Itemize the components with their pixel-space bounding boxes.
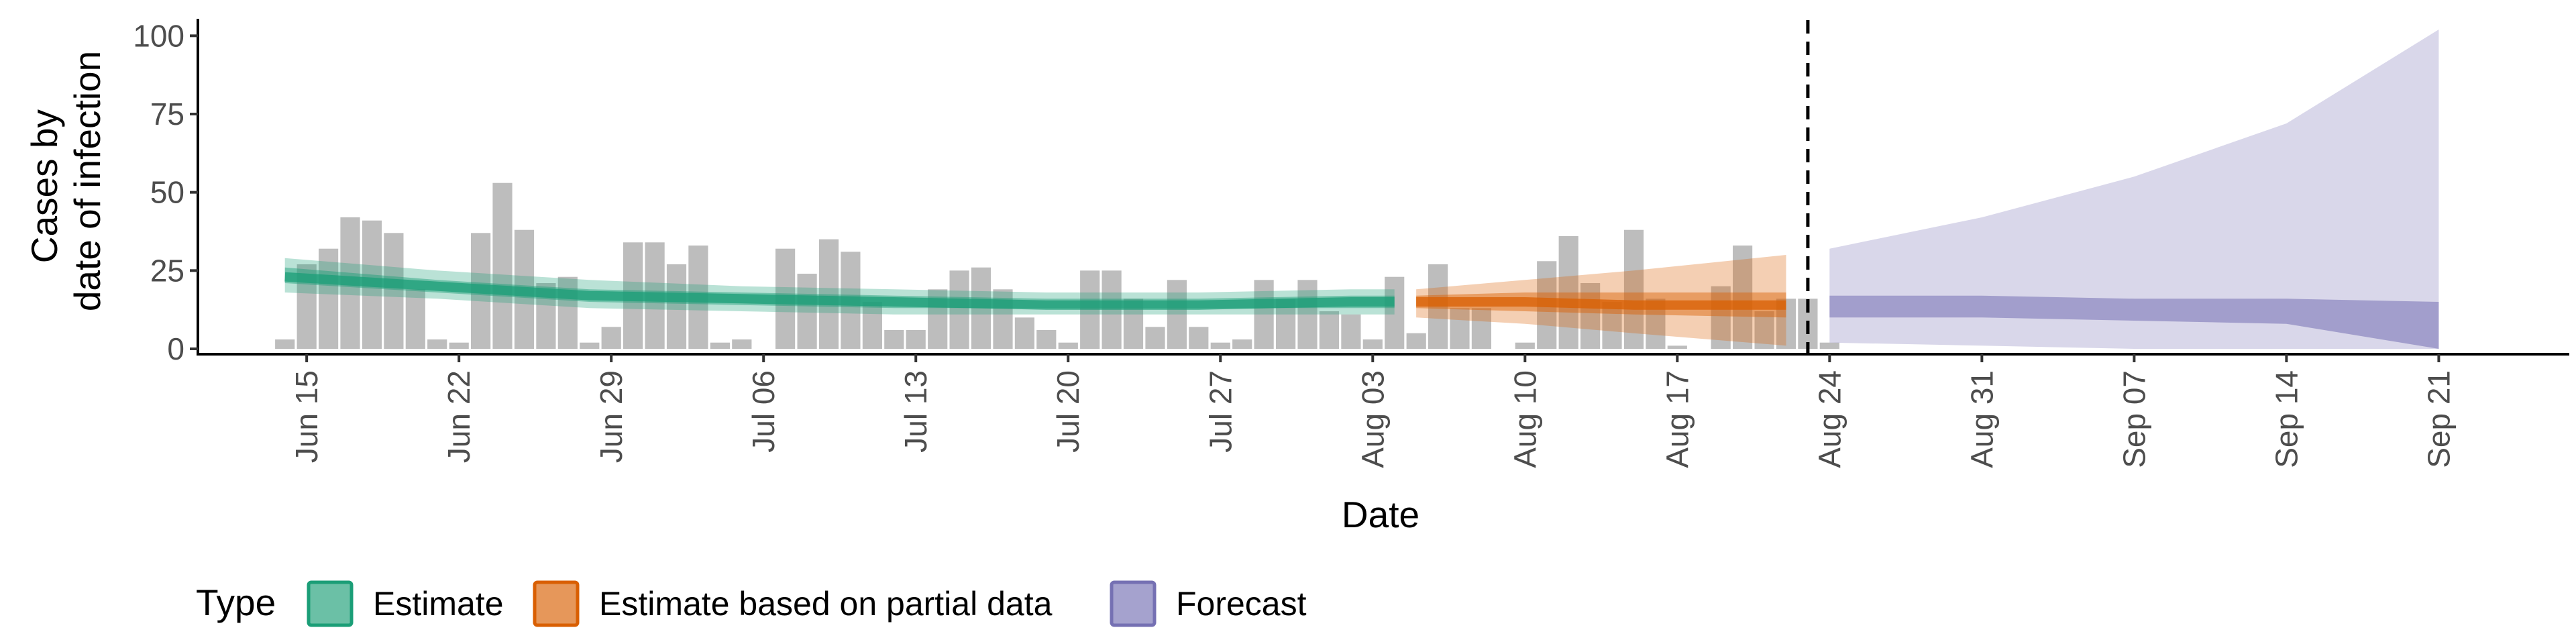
x-tick-label: Sep 07 <box>2116 370 2151 468</box>
case-bar <box>884 330 904 349</box>
x-tick-label: Aug 17 <box>1660 370 1695 468</box>
case-bar <box>492 182 513 349</box>
x-tick-label: Jun 22 <box>441 370 476 463</box>
case-bar <box>1819 342 1839 349</box>
legend: Type Estimate Estimate based on partial … <box>196 580 1307 627</box>
legend-swatch-estimate <box>307 580 354 627</box>
case-bar <box>666 264 687 349</box>
legend-title: Type <box>196 582 276 623</box>
case-bar <box>1254 280 1274 349</box>
case-bar <box>319 248 339 349</box>
x-tick-label: Sep 14 <box>2269 370 2304 468</box>
forecast-band-90 <box>1829 30 2439 349</box>
y-tick-label: 75 <box>150 97 184 131</box>
y-tick-label: 0 <box>167 331 184 366</box>
axes-layer: 0 25 50 75 100 Jun 15 Jun 22 Jun 29 Jul 06 Jul 13… <box>133 18 2569 468</box>
x-tick-label: Jun 29 <box>594 370 629 463</box>
case-bar <box>949 270 969 349</box>
case-bar <box>1450 308 1470 349</box>
y-tick-label: 100 <box>133 18 184 53</box>
case-bar <box>1580 283 1601 349</box>
y-tick-label: 50 <box>150 175 184 210</box>
case-bar <box>906 330 926 349</box>
x-tick-label: Jul 27 <box>1203 370 1238 453</box>
case-bar <box>1319 311 1339 349</box>
case-bar <box>1058 342 1078 349</box>
x-tick-label: Aug 10 <box>1507 370 1542 468</box>
case-bar <box>818 239 839 349</box>
case-bar <box>275 339 295 349</box>
x-tick-label: Aug 31 <box>1964 370 1999 468</box>
x-tick-label: Aug 24 <box>1812 370 1847 468</box>
case-bar <box>1623 229 1644 349</box>
legend-label-estimate-partial: Estimate based on partial data <box>599 585 1053 623</box>
case-bar <box>1406 333 1426 349</box>
ribbons-layer <box>284 30 2439 349</box>
y-tick-label: 25 <box>150 253 184 288</box>
x-axis-title: Date <box>1342 494 1419 535</box>
case-bar <box>384 233 404 349</box>
x-tick-label: Jun 15 <box>289 370 324 463</box>
case-bar <box>1711 286 1731 349</box>
case-bar <box>1036 330 1057 349</box>
case-bar <box>710 342 730 349</box>
case-bar <box>1145 327 1165 349</box>
case-bar <box>1167 280 1187 349</box>
case-bar <box>1733 246 1753 349</box>
case-bar <box>993 289 1013 349</box>
case-bar <box>557 276 578 349</box>
y-axis-title-line-2: date of infection <box>66 51 108 311</box>
y-axis-title-line-1: Cases by <box>23 109 65 264</box>
case-bar <box>1385 276 1405 349</box>
case-bar <box>1189 327 1209 349</box>
case-bar <box>1602 302 1622 349</box>
case-bar <box>580 342 600 349</box>
y-axis-title: Cases by date of infection <box>23 51 108 311</box>
case-bar <box>601 327 621 349</box>
x-tick-label: Jul 13 <box>898 370 933 453</box>
case-bar <box>1232 339 1252 349</box>
x-tick-label: Aug 03 <box>1355 370 1390 468</box>
estimate-band-90 <box>284 258 1395 315</box>
x-tick-label: Jul 20 <box>1051 370 1085 453</box>
case-bar <box>1471 308 1491 349</box>
legend-swatch-forecast <box>1110 580 1157 627</box>
case-bar <box>1362 339 1383 349</box>
case-bar <box>1014 317 1034 349</box>
case-bar <box>405 289 425 349</box>
case-bar <box>1667 345 1687 349</box>
legend-label-forecast: Forecast <box>1176 585 1307 623</box>
forecast-band-50 <box>1829 295 2439 349</box>
legend-swatch-estimate-partial <box>533 580 580 627</box>
case-bar <box>1754 311 1774 349</box>
x-tick-label: Sep 21 <box>2421 370 2456 468</box>
legend-label-estimate: Estimate <box>373 585 504 623</box>
x-tick-label: Jul 06 <box>746 370 781 453</box>
case-bar <box>862 302 882 349</box>
case-bar <box>1515 342 1535 349</box>
case-bar <box>449 342 469 349</box>
estimate-median-line <box>284 272 1395 310</box>
estimate-based-on-partial-data-median-line <box>1416 297 1786 310</box>
case-bar <box>427 339 447 349</box>
case-bar <box>1341 314 1361 349</box>
case-bar <box>1297 280 1318 349</box>
case-bar <box>1558 236 1578 349</box>
case-bar <box>732 339 752 349</box>
case-bar <box>1210 342 1230 349</box>
case-bar <box>797 274 817 349</box>
